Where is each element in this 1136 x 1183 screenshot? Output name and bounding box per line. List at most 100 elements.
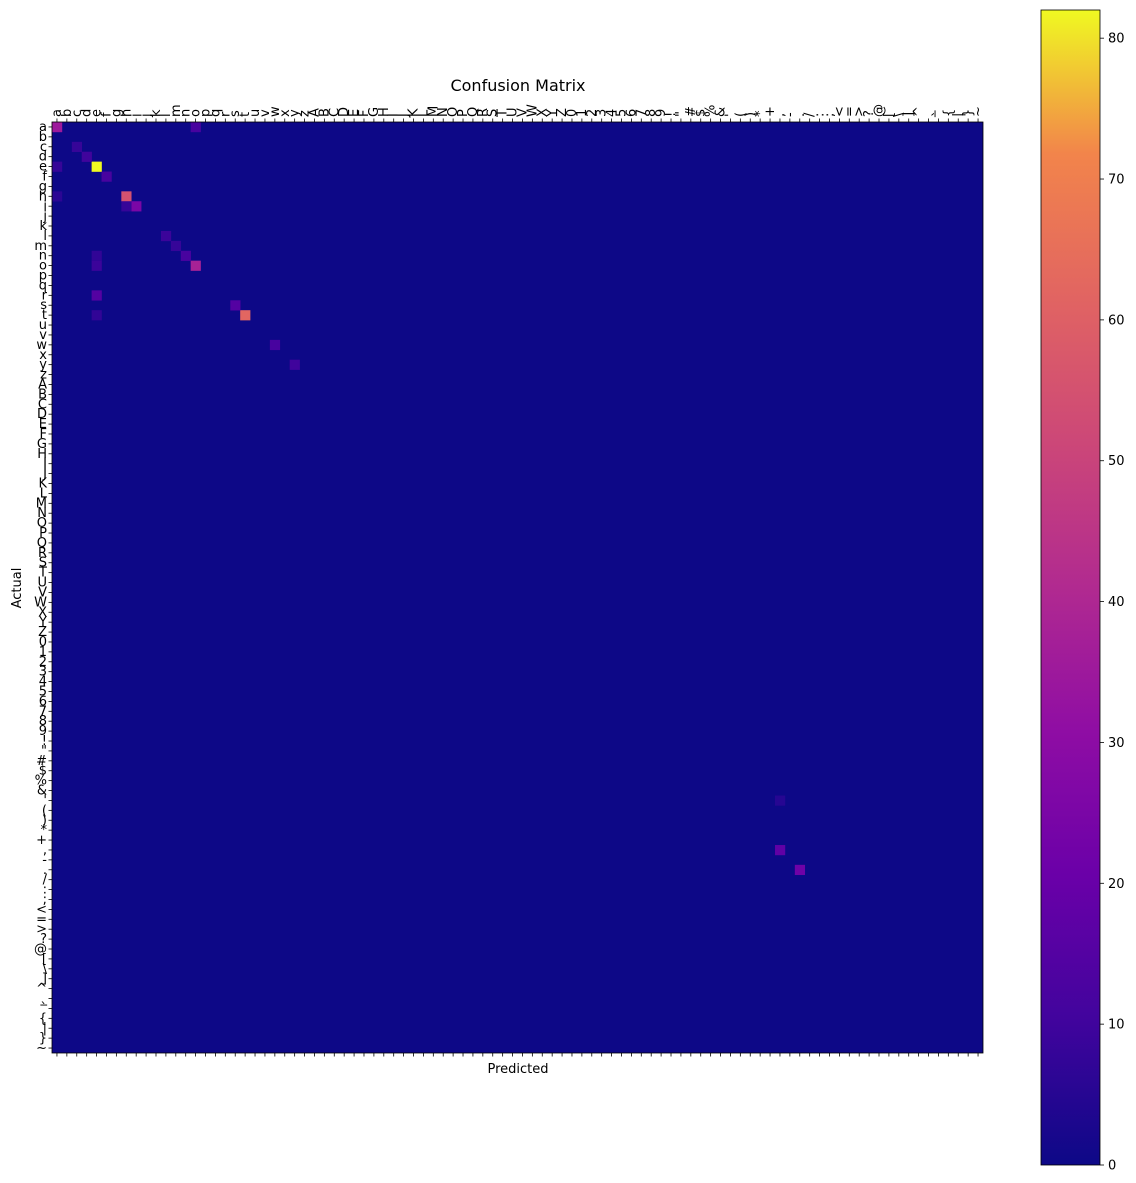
colorbar-tick-label: 10 — [1108, 1018, 1125, 1033]
y-tick-label: * — [41, 823, 48, 838]
x-tick-label: 3 — [595, 109, 610, 117]
heatmap-cell — [775, 845, 786, 856]
x-tick-label: e — [90, 109, 105, 117]
y-tick-label: % — [35, 774, 47, 789]
heatmap-cell — [91, 250, 102, 261]
x-tick-label: ! — [664, 112, 679, 117]
x-tick-label: 5 — [614, 109, 629, 117]
y-tick-label: E — [39, 417, 47, 432]
y-tick-label: f — [42, 169, 47, 184]
x-tick-label: _ — [922, 110, 937, 118]
x-tick-label: u — [248, 109, 263, 117]
x-tick-label: 0 — [565, 109, 580, 117]
x-tick-label: ) — [743, 112, 758, 117]
y-tick-label: p — [39, 269, 47, 284]
y-tick-label: I — [43, 457, 47, 472]
x-tick-label: E — [347, 109, 362, 117]
x-tick-label: I — [387, 113, 402, 117]
x-axis-label: Predicted — [487, 1062, 548, 1077]
x-tick-label: g — [109, 109, 124, 117]
y-tick-label: 0 — [39, 635, 47, 650]
y-tick-label: | — [43, 1021, 47, 1036]
x-tick-label: } — [961, 109, 976, 117]
y-tick-label: m — [34, 239, 47, 254]
x-tick-label: O — [446, 107, 461, 117]
x-tick-label: f — [99, 112, 114, 117]
y-tick-label: 4 — [39, 675, 47, 690]
x-tick-label: [ — [882, 112, 897, 117]
y-tick-label: h — [39, 189, 47, 204]
y-tick-label: ! — [42, 734, 47, 749]
heatmap-cell — [240, 310, 251, 321]
heatmap-cell — [230, 300, 241, 311]
heatmap-cell — [190, 122, 201, 133]
x-tick-label: X — [535, 108, 550, 117]
x-tick-label: * — [753, 110, 768, 117]
y-tick-label: Z — [38, 625, 47, 640]
chart-title: Confusion Matrix — [450, 76, 585, 95]
y-tick-label: < — [36, 902, 47, 917]
x-tick-label: z — [298, 110, 313, 117]
x-tick-label: - — [783, 112, 798, 117]
x-tick-label: ( — [733, 112, 748, 117]
y-tick-label: S — [39, 556, 47, 571]
y-tick-label: U — [37, 576, 47, 591]
y-tick-label: \ — [43, 962, 48, 977]
heatmap-cell — [775, 795, 786, 806]
x-tick-label: M — [426, 106, 441, 117]
y-tick-label: ) — [42, 813, 47, 828]
y-tick-label: D — [37, 407, 47, 422]
colorbar-tick-label: 30 — [1108, 736, 1125, 751]
x-tick-label: ] — [902, 112, 917, 117]
y-tick-label: 1 — [39, 645, 47, 660]
heatmap-cell — [121, 191, 132, 202]
x-tick-label: H — [377, 107, 392, 117]
heatmap-cell — [190, 260, 201, 271]
colorbar-ticks: 0 10 20 30 40 50 60 70 80 — [1100, 32, 1125, 1174]
x-tick-label: J — [397, 113, 412, 118]
x-tick-label: @ — [872, 104, 887, 117]
y-tick-label: & — [37, 784, 47, 799]
y-tick-label: ~ — [36, 1041, 47, 1056]
heatmap-cell — [131, 201, 142, 212]
y-tick-label: - — [42, 853, 47, 868]
x-tick-label: j — [139, 113, 154, 118]
x-tick-label: { — [941, 109, 956, 117]
x-tick-label: S — [486, 109, 501, 117]
y-tick-label: [ — [42, 952, 47, 967]
x-tick-label: x — [278, 109, 293, 117]
x-tick-label: Q — [466, 107, 481, 117]
y-tick-label: z — [40, 368, 47, 383]
heatmap-cell — [52, 191, 63, 202]
x-tick-label: | — [951, 113, 966, 117]
heatmap-cell — [289, 359, 300, 370]
heatmap-cell — [52, 161, 63, 172]
y-tick-label: F — [40, 427, 47, 442]
x-tick-label: N — [436, 107, 451, 117]
y-tick-label: : — [43, 883, 47, 898]
y-tick-label: B — [38, 387, 47, 402]
x-tick-label: s — [228, 110, 243, 117]
y-tick-label: + — [36, 833, 47, 848]
colorbar-tick-label: 70 — [1108, 173, 1125, 188]
y-tick-label: q — [39, 278, 47, 293]
y-tick-label: , — [43, 843, 47, 858]
x-tick-label: 6 — [624, 109, 639, 117]
y-tick-label: G — [37, 437, 47, 452]
y-tick-label: ] — [42, 972, 47, 987]
x-tick-label: ; — [822, 113, 837, 117]
y-tick-label: { — [39, 1011, 47, 1026]
y-tick-label: x — [39, 348, 47, 363]
x-tick-label: $ — [694, 109, 709, 117]
x-tick-label: 4 — [605, 109, 620, 117]
y-tick-label: Y — [38, 615, 47, 630]
heatmap-cell — [269, 339, 281, 351]
y-tick-label: T — [38, 566, 47, 581]
y-tick-label: i — [43, 199, 47, 214]
y-tick-label: 3 — [39, 665, 47, 680]
x-tick-label: + — [763, 106, 778, 117]
y-tick-label: P — [39, 526, 47, 541]
colorbar — [1040, 9, 1101, 1166]
x-tick-label: v — [258, 109, 273, 117]
y-tick-label: v — [39, 328, 47, 343]
